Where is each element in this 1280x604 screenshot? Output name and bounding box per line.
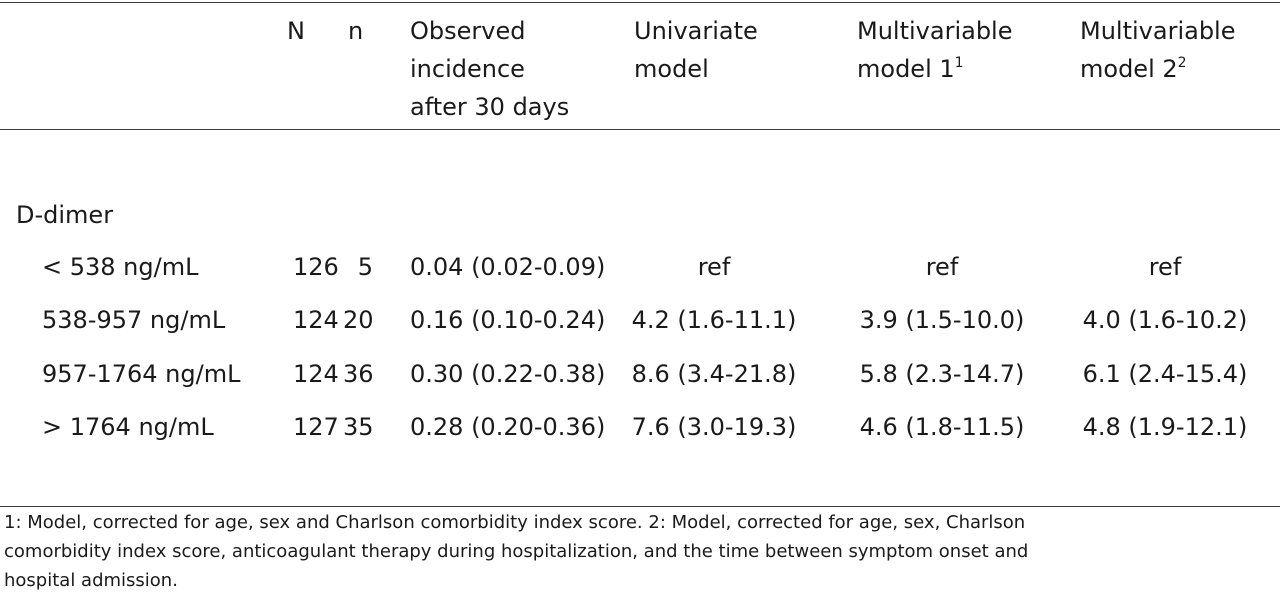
header-mv1-text: Multivariable model 1: [857, 17, 1013, 83]
row-label: > 1764 ng/mL: [42, 413, 214, 441]
bottom-rule: [0, 506, 1280, 507]
cell-mv2: 4.0 (1.6-10.2): [1082, 306, 1248, 334]
group-label-d-dimer: D-dimer: [16, 201, 114, 229]
cell-n: 5: [357, 253, 373, 281]
header-multivariable-model-1: Multivariable model 11: [857, 12, 1012, 88]
header-rule: [0, 129, 1280, 130]
header-univariate-model: Univariate model: [634, 17, 758, 83]
header-mv2-superscript: 2: [1177, 55, 1187, 71]
cell-observed: 0.28 (0.20-0.36): [410, 413, 606, 441]
cell-observed: 0.16 (0.10-0.24): [410, 306, 606, 334]
header-observed-incidence: Observed incidence after 30 days: [410, 17, 570, 121]
header-N: N: [287, 17, 305, 45]
cell-univariate: ref: [697, 253, 731, 281]
row-label: 538-957 ng/mL: [42, 306, 226, 334]
cell-N: 124: [293, 360, 339, 388]
cell-N: 126: [293, 253, 339, 281]
row-label: 957-1764 ng/mL: [42, 360, 241, 388]
cell-N: 127: [293, 413, 339, 441]
cell-mv2: 4.8 (1.9-12.1): [1082, 413, 1248, 441]
top-rule: [0, 2, 1280, 3]
header-mv2-text: Multivariable model 2: [1080, 17, 1236, 83]
cell-mv1: 5.8 (2.3-14.7): [859, 360, 1025, 388]
cell-mv1: ref: [925, 253, 959, 281]
table-footnote: 1: Model, corrected for age, sex and Cha…: [4, 512, 1029, 591]
header-mv1-superscript: 1: [954, 55, 964, 71]
cell-univariate: 4.2 (1.6-11.1): [631, 306, 797, 334]
cell-observed: 0.30 (0.22-0.38): [410, 360, 606, 388]
cell-N: 124: [293, 306, 339, 334]
cell-univariate: 7.6 (3.0-19.3): [631, 413, 797, 441]
cell-observed: 0.04 (0.02-0.09): [410, 253, 606, 281]
cell-n: 20: [343, 306, 374, 334]
cell-n: 36: [343, 360, 374, 388]
cell-mv2: ref: [1148, 253, 1182, 281]
header-n: n: [348, 17, 364, 45]
cell-n: 35: [343, 413, 374, 441]
cell-mv1: 3.9 (1.5-10.0): [859, 306, 1025, 334]
cell-mv1: 4.6 (1.8-11.5): [859, 413, 1025, 441]
cell-univariate: 8.6 (3.4-21.8): [631, 360, 797, 388]
header-multivariable-model-2: Multivariable model 22: [1080, 12, 1235, 88]
cell-mv2: 6.1 (2.4-15.4): [1082, 360, 1248, 388]
row-label: < 538 ng/mL: [42, 253, 199, 281]
